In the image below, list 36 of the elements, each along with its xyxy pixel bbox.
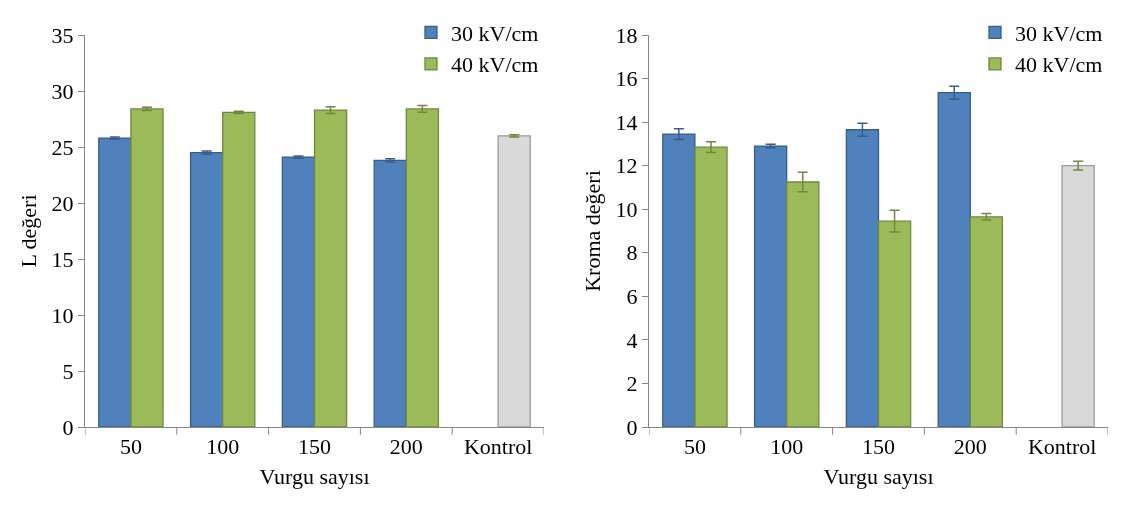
y-tick-label: 15 bbox=[51, 246, 74, 272]
y-axis-title: L değeri bbox=[16, 194, 42, 268]
y-tick-label: 35 bbox=[51, 22, 74, 48]
y-tick-label: 0 bbox=[62, 414, 74, 440]
y-tick-label: 4 bbox=[626, 327, 638, 353]
y-tick-label: 12 bbox=[615, 153, 638, 179]
x-axis-title: Vurgu sayısı bbox=[823, 464, 934, 490]
x-tick-label: 150 bbox=[298, 434, 331, 460]
y-tick-label: 16 bbox=[615, 66, 638, 92]
x-tick-label: 50 bbox=[119, 434, 142, 460]
x-tick-label: 100 bbox=[206, 434, 240, 460]
y-axis-title: Kroma değeri bbox=[580, 170, 606, 292]
y-tick-label: 0 bbox=[626, 414, 638, 440]
x-tick-label: Kontrol bbox=[463, 434, 533, 460]
y-tick-label: 5 bbox=[62, 358, 74, 384]
y-tick-label: 18 bbox=[615, 22, 638, 48]
y-tick-label: 30 bbox=[51, 78, 74, 104]
x-tick-label: 150 bbox=[862, 434, 895, 460]
x-tick-label: Kontrol bbox=[1027, 434, 1097, 460]
y-tick-label: 10 bbox=[51, 302, 74, 328]
y-tick-label: 20 bbox=[51, 190, 74, 216]
legend-label: 30 kV/cm bbox=[451, 20, 539, 46]
y-tick-label: 6 bbox=[626, 284, 638, 310]
legend-label: 40 kV/cm bbox=[1015, 52, 1103, 78]
x-tick-label: 100 bbox=[770, 434, 804, 460]
legend-label: 40 kV/cm bbox=[451, 52, 539, 78]
x-tick-label: 200 bbox=[953, 434, 987, 460]
y-tick-label: 2 bbox=[626, 371, 638, 397]
y-tick-label: 10 bbox=[615, 196, 638, 222]
legend-label: 30 kV/cm bbox=[1015, 20, 1103, 46]
x-tick-label: 200 bbox=[389, 434, 423, 460]
y-tick-label: 25 bbox=[51, 134, 74, 160]
y-tick-label: 8 bbox=[626, 240, 638, 266]
y-tick-label: 14 bbox=[615, 109, 638, 135]
x-axis-title: Vurgu sayısı bbox=[259, 464, 370, 490]
x-tick-label: 50 bbox=[683, 434, 706, 460]
